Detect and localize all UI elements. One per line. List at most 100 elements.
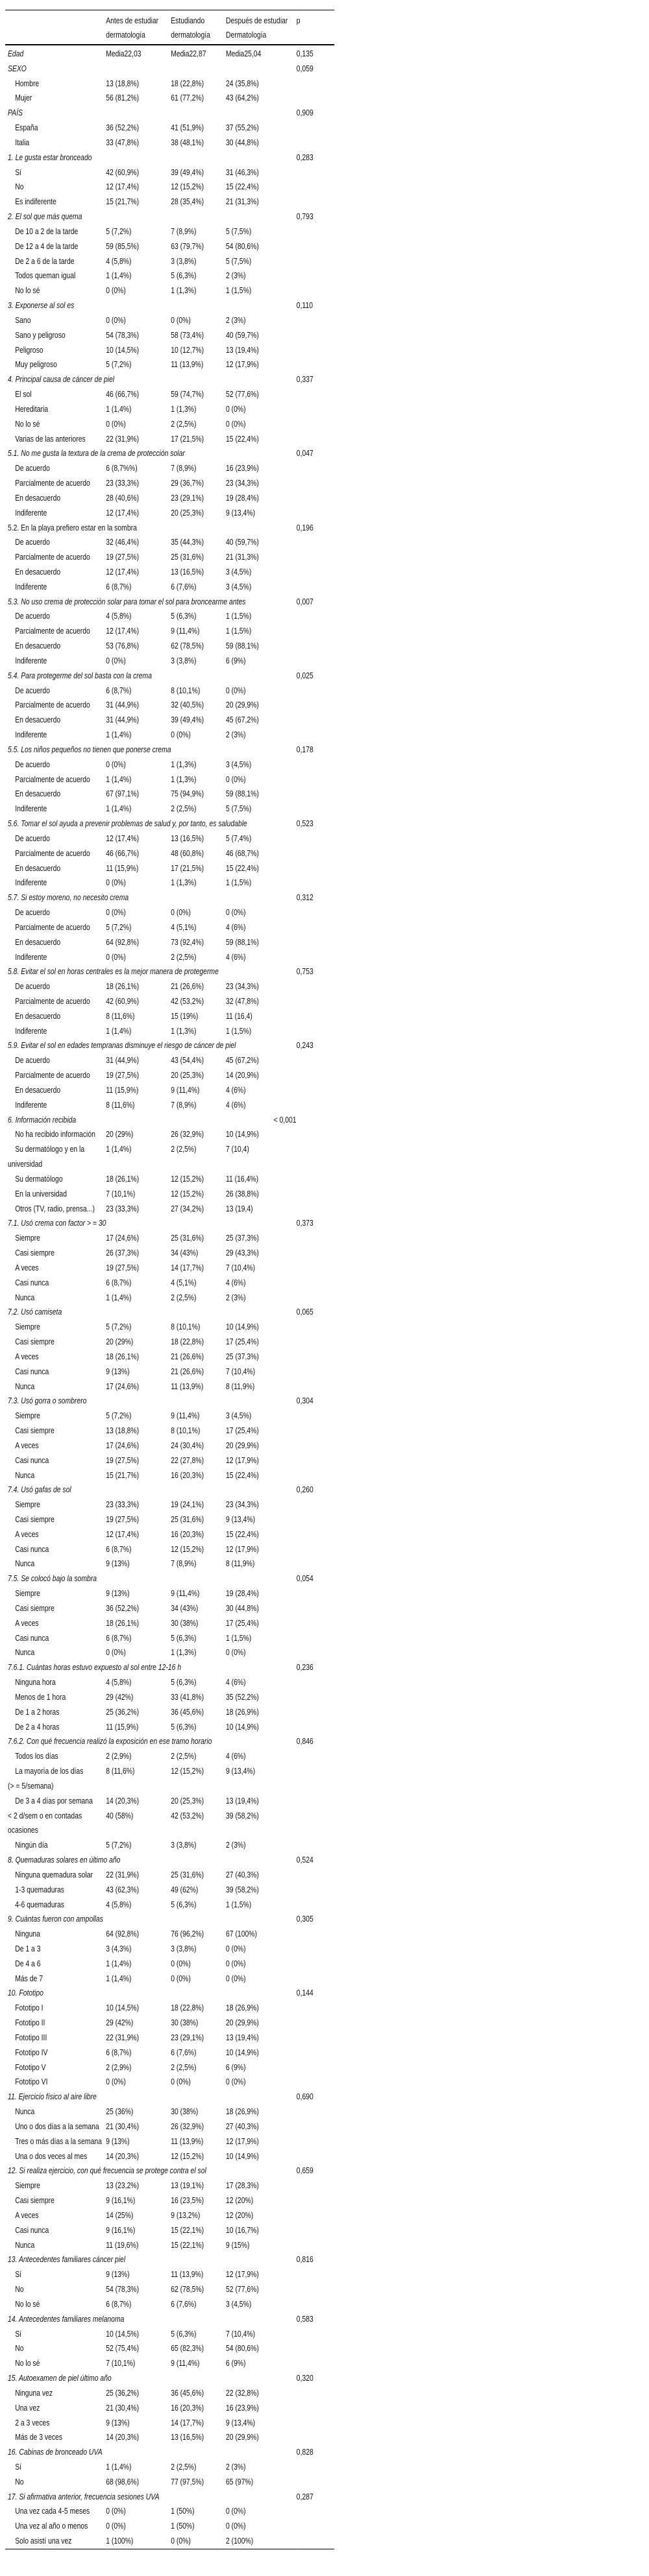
- cell-value-2: 26 (32,9%): [171, 2121, 204, 2131]
- section-row: 5.3. No uso crema de protección solar pa…: [5, 595, 334, 610]
- table-row: Parcialmente de acuerdo 1 (1,4%) 1 (1,3%) 0…: [5, 772, 334, 787]
- p-value-empty: [297, 772, 334, 787]
- cell-value-1: 59 (85,5%): [106, 241, 140, 251]
- cell-value-1: 40 (58%): [106, 1810, 134, 1820]
- cell-value-2: 11 (13,9%): [171, 2269, 204, 2280]
- cell-value-1: 0 (0%): [106, 655, 126, 665]
- table-row: No ha recibido información 20 (29%) 26 (32…: [5, 1127, 334, 1142]
- row-label: Fototipo III: [15, 2032, 47, 2042]
- row-label: Indiferente: [15, 1025, 47, 1036]
- cell-value-3: 4 (6%): [226, 1084, 246, 1095]
- cell-value-2: 12 (15,2%): [171, 2151, 204, 2161]
- cell-value-1: 18 (26,1%): [106, 981, 140, 992]
- cell-value-3: 39 (58,2%): [226, 1884, 259, 1894]
- row-label: Mujer: [15, 93, 32, 103]
- p-value-empty: [297, 1542, 334, 1557]
- row-label: Fototipo I: [15, 2003, 43, 2013]
- p-value-empty: [297, 920, 334, 935]
- table-row: Nunca 9 (13%) 7 (8,9%) 8 (11,9%): [5, 1556, 334, 1571]
- cell-value-1: 0 (0%): [106, 907, 126, 918]
- section-row: 15. Autoexamen de piel último año 0,320: [5, 2371, 334, 2386]
- row-label-line-1: Su dermatólogo y en la: [15, 1144, 85, 1154]
- p-value-empty: [297, 1586, 334, 1601]
- cell-value-1: 19 (27,5%): [106, 1455, 140, 1465]
- p-value-empty: [297, 846, 334, 861]
- table-row: De 2 a 4 horas 11 (15,9%) 5 (6,3%) 10 (14,9…: [5, 1720, 334, 1735]
- row-label: Fototipo II: [15, 2018, 45, 2028]
- table-row: Sí 10 (14,5%) 5 (6,3%) 7 (10,4%): [5, 2327, 334, 2342]
- cell-value-1: 6 (8,7%): [106, 685, 132, 695]
- cell-value-3: 8 (11,9%): [226, 1558, 255, 1569]
- cell-value-3: 32 (47,8%): [226, 996, 259, 1006]
- row-label: Italia: [15, 137, 30, 147]
- cell-value-3: 3 (4,5%): [226, 581, 252, 591]
- row-label: Siempre: [15, 1411, 40, 1421]
- table-row: Parcialmente de acuerdo 19 (27,5%) 20 (25,…: [5, 1068, 334, 1083]
- table-row: De acuerdo 6 (8,7%) 8 (10,1%) 0 (0%): [5, 684, 334, 698]
- cell-value-2: 9 (11,4%): [171, 1411, 200, 1421]
- table-row: De 1 a 2 horas 25 (36,2%) 36 (45,6%) 18 (26…: [5, 1705, 334, 1720]
- row-label: Siempre: [15, 1322, 40, 1332]
- p-value-empty: [297, 1645, 334, 1660]
- table-row: 2 a 3 veces 9 (13%) 14 (17,7%) 9 (13,4%): [5, 2416, 334, 2431]
- p-value-empty: [297, 2031, 334, 2045]
- cell-value-1: 18 (26,1%): [106, 1351, 140, 1361]
- table-row: De acuerdo 31 (44,9%) 43 (54,4%) 45 (67,2%): [5, 1053, 334, 1068]
- cell-value-1: 9 (13%): [106, 1366, 130, 1376]
- cell-value-2: 2 (2,5%): [171, 2062, 197, 2072]
- p-value-empty: [297, 876, 334, 890]
- row-label-line-2: (> = 5/semana): [8, 1780, 54, 1791]
- cell-value-2: 6 (7,6%): [171, 581, 197, 591]
- row-label: A veces: [15, 1262, 39, 1272]
- table-row: Otros (TV, radio, prensa...) 23 (33,3%) 27…: [5, 1202, 334, 1217]
- section-label: 5.3. No uso crema de protección solar pa…: [8, 596, 246, 606]
- cell-value-2: 73 (92,4%): [171, 936, 204, 947]
- cell-value-1: 11 (19,6%): [106, 2239, 139, 2250]
- header-before: Antes de estudiar dermatología: [106, 16, 159, 40]
- cell-value-2: 13 (16,5%): [171, 566, 204, 577]
- cell-value-2: 20 (25,3%): [171, 1795, 204, 1806]
- cell-value-1: 29 (42%): [106, 2018, 134, 2028]
- p-value-empty: [297, 1809, 334, 1839]
- cell-value-2: 23 (29,1%): [171, 2032, 204, 2042]
- cell-value-3: 0 (0%): [226, 907, 246, 918]
- row-label: No lo sé: [15, 2358, 40, 2368]
- cell-value-2: 15 (22,1%): [171, 2224, 204, 2235]
- table-row: De acuerdo 18 (26,1%) 21 (26,6%) 23 (34,3%): [5, 979, 334, 994]
- cell-value-3: 14 (20,9%): [226, 1070, 259, 1080]
- cell-value-1: 42 (60,9%): [106, 996, 140, 1006]
- p-value: 0,178: [296, 744, 313, 754]
- cell-value-3: 1 (1,5%): [226, 877, 252, 888]
- row-label: En desacuerdo: [15, 1084, 61, 1095]
- p-value: 0,305: [296, 1914, 313, 1924]
- cell-value-3: 10 (14,9%): [226, 1322, 259, 1332]
- table-row: Indiferente 0 (0%) 1 (1,3%) 1 (1,5%): [5, 876, 334, 890]
- cell-value-1: 0 (0%): [106, 418, 126, 429]
- cell-value-3: 1 (1,5%): [226, 1632, 252, 1643]
- header-p-value: p: [296, 16, 300, 25]
- cell-value-3: 12 (20%): [226, 2210, 254, 2220]
- p-value-empty: [297, 1009, 334, 1024]
- cell-value-3: 20 (29,9%): [226, 2018, 259, 2028]
- cell-value-2: 2 (2,5%): [171, 2461, 197, 2472]
- row-label: Sí: [15, 167, 22, 177]
- table-row: Una vez al año o menos 0 (0%) 1 (50%) 0 (0%…: [5, 2519, 334, 2534]
- row-label: No: [15, 2343, 24, 2354]
- cell-value-2: 30 (38%): [171, 2106, 199, 2117]
- cell-value-1: 7 (10,1%): [106, 2358, 136, 2368]
- section-label: 13. Antecedentes familiares cáncer piel: [8, 2254, 126, 2265]
- table-row: Casi siempre 19 (27,5%) 25 (31,6%) 9 (13,4%…: [5, 1512, 334, 1527]
- cell-value-1: 14 (20,3%): [106, 1795, 140, 1806]
- p-value-empty: [297, 1512, 334, 1527]
- cell-value-3: 12 (17,9%): [226, 1455, 259, 1465]
- table-row: Nunca 11 (19,6%) 15 (22,1%) 9 (15%): [5, 2238, 334, 2253]
- cell-value-1: 18 (26,1%): [106, 1173, 140, 1184]
- cell-value-2: 3 (3,8%): [171, 1840, 197, 1850]
- table-row: Más de 7 1 (1,4%) 0 (0%) 0 (0%): [5, 1972, 334, 1986]
- section-row: PAÍS 0,909: [5, 106, 334, 121]
- table-row: Es indiferente 15 (21,7%) 28 (35,4%) 21 (31…: [5, 195, 334, 209]
- cell-value-1: 8 (11,6%): [106, 1010, 135, 1021]
- cell-value-1: 12 (17,4%): [106, 626, 140, 636]
- table-row: No 54 (78,3%) 62 (78,5%) 52 (77,6%): [5, 2282, 334, 2297]
- cell-value-2: 16 (20,3%): [171, 2402, 204, 2413]
